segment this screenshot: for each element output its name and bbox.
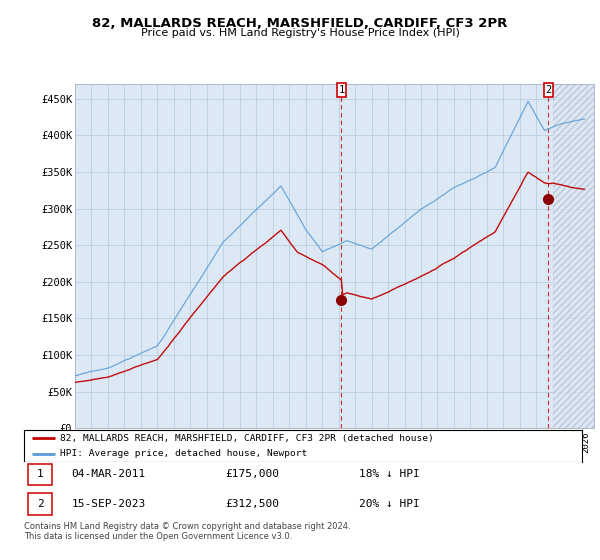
Bar — [553, 84, 594, 428]
FancyBboxPatch shape — [337, 82, 346, 97]
Text: 20% ↓ HPI: 20% ↓ HPI — [359, 499, 419, 509]
Text: 82, MALLARDS REACH, MARSHFIELD, CARDIFF, CF3 2PR (detached house): 82, MALLARDS REACH, MARSHFIELD, CARDIFF,… — [60, 434, 434, 443]
Text: £312,500: £312,500 — [225, 499, 279, 509]
Text: £175,000: £175,000 — [225, 469, 279, 479]
Text: 82, MALLARDS REACH, MARSHFIELD, CARDIFF, CF3 2PR: 82, MALLARDS REACH, MARSHFIELD, CARDIFF,… — [92, 17, 508, 30]
Text: 2: 2 — [545, 85, 551, 95]
FancyBboxPatch shape — [28, 493, 52, 515]
Text: 1: 1 — [338, 85, 344, 95]
Text: 1: 1 — [37, 469, 44, 479]
Text: Price paid vs. HM Land Registry's House Price Index (HPI): Price paid vs. HM Land Registry's House … — [140, 28, 460, 38]
Text: Contains HM Land Registry data © Crown copyright and database right 2024.
This d: Contains HM Land Registry data © Crown c… — [24, 522, 350, 542]
Text: 15-SEP-2023: 15-SEP-2023 — [71, 499, 146, 509]
Text: 04-MAR-2011: 04-MAR-2011 — [71, 469, 146, 479]
FancyBboxPatch shape — [544, 82, 553, 97]
Text: 18% ↓ HPI: 18% ↓ HPI — [359, 469, 419, 479]
FancyBboxPatch shape — [28, 464, 52, 485]
Text: HPI: Average price, detached house, Newport: HPI: Average price, detached house, Newp… — [60, 449, 308, 459]
Text: 2: 2 — [37, 499, 44, 509]
